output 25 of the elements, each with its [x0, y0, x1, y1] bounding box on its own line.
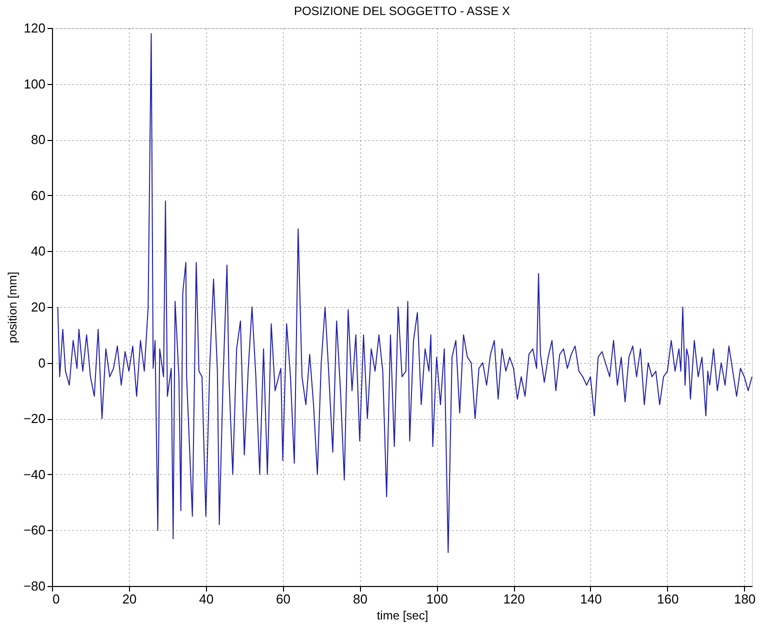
y-tick-label: 100 — [24, 76, 46, 92]
x-tick-label: 100 — [426, 592, 448, 606]
y-tick-label: −20 — [23, 411, 46, 426]
x-tick-label: 80 — [352, 592, 368, 606]
chart-title: POSIZIONE DEL SOGGETTO - ASSE X — [294, 4, 510, 18]
x-tick-label: 0 — [52, 592, 60, 606]
y-axis-title: position [mm] — [5, 272, 20, 344]
y-tick-label: −60 — [23, 522, 46, 538]
line-series — [57, 33, 752, 554]
y-tick-label: −40 — [23, 466, 46, 482]
x-axis-title: time [sec] — [376, 608, 428, 622]
y-tick-label: 40 — [31, 244, 46, 259]
y-tick-label: 20 — [31, 300, 46, 314]
x-tick-label: 120 — [503, 592, 525, 606]
y-tick-label: 0 — [38, 355, 46, 370]
x-tick-label: 180 — [734, 592, 756, 606]
y-tick-label: 120 — [24, 20, 46, 36]
y-tick-label: −80 — [23, 578, 46, 594]
x-tick-label: 20 — [122, 592, 137, 606]
x-tick-label: 40 — [199, 592, 214, 606]
y-tick-label: 60 — [31, 188, 46, 203]
x-tick-label: 140 — [580, 592, 602, 606]
x-tick-label: 160 — [657, 592, 679, 606]
x-tick-label: 60 — [276, 592, 291, 606]
y-tick-label: 80 — [31, 132, 46, 148]
